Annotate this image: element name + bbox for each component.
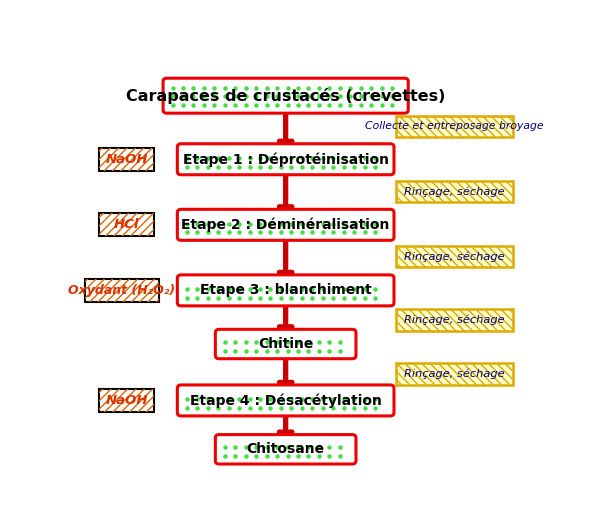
- FancyBboxPatch shape: [215, 329, 356, 359]
- FancyBboxPatch shape: [177, 275, 394, 306]
- Text: Rinçage, séchage: Rinçage, séchage: [404, 186, 504, 197]
- Text: Etape 3 : blanchiment: Etape 3 : blanchiment: [200, 283, 371, 297]
- Text: HCl: HCl: [114, 218, 139, 231]
- FancyBboxPatch shape: [396, 310, 512, 331]
- Text: Rinçage, séchage: Rinçage, séchage: [404, 251, 504, 262]
- Text: Etape 4 : Désacétylation: Etape 4 : Désacétylation: [189, 393, 382, 408]
- Text: Etape 1 : Déprotéinisation: Etape 1 : Déprotéinisation: [183, 152, 389, 167]
- FancyBboxPatch shape: [396, 116, 512, 137]
- FancyBboxPatch shape: [99, 214, 154, 236]
- FancyBboxPatch shape: [177, 385, 394, 416]
- Text: NaOH: NaOH: [105, 153, 148, 166]
- Text: Oxydant (H₂O₂): Oxydant (H₂O₂): [68, 284, 175, 297]
- FancyBboxPatch shape: [396, 181, 512, 202]
- FancyBboxPatch shape: [396, 363, 512, 384]
- FancyBboxPatch shape: [99, 148, 154, 171]
- FancyBboxPatch shape: [177, 209, 394, 240]
- Text: Rinçage, séchage: Rinçage, séchage: [404, 315, 504, 326]
- FancyBboxPatch shape: [85, 279, 159, 302]
- Text: Rinçage, séchage: Rinçage, séchage: [404, 368, 504, 379]
- FancyBboxPatch shape: [215, 434, 356, 464]
- Text: Carapaces de crustacés (crevettes): Carapaces de crustacés (crevettes): [126, 88, 446, 104]
- Text: Chitosane: Chitosane: [246, 442, 325, 456]
- Text: Etape 2 : Déminéralisation: Etape 2 : Déminéralisation: [181, 218, 390, 232]
- FancyBboxPatch shape: [163, 78, 408, 113]
- FancyBboxPatch shape: [99, 389, 154, 412]
- FancyBboxPatch shape: [396, 246, 512, 267]
- Text: NaOH: NaOH: [105, 394, 148, 407]
- FancyBboxPatch shape: [177, 144, 394, 175]
- Text: Chitine: Chitine: [258, 337, 313, 351]
- Text: Collecte et entreposage broyage: Collecte et entreposage broyage: [365, 121, 544, 131]
